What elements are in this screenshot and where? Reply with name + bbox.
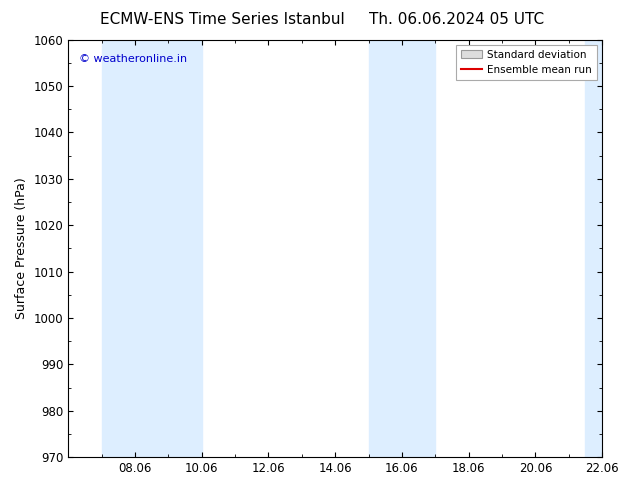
Bar (101, 40, 135, 457)
Legend: Standard deviation, Ensemble mean run: Standard deviation, Ensemble mean run (456, 45, 597, 80)
Y-axis label: Surface Pressure (hPa): Surface Pressure (hPa) (15, 177, 28, 319)
Bar (368, 40, 402, 457)
Text: ECMW-ENS Time Series Istanbul: ECMW-ENS Time Series Istanbul (100, 12, 344, 27)
Bar (586, 40, 602, 457)
Text: © weatheronline.in: © weatheronline.in (79, 54, 187, 64)
Bar (402, 40, 436, 457)
Text: Th. 06.06.2024 05 UTC: Th. 06.06.2024 05 UTC (369, 12, 544, 27)
Bar (135, 40, 202, 457)
